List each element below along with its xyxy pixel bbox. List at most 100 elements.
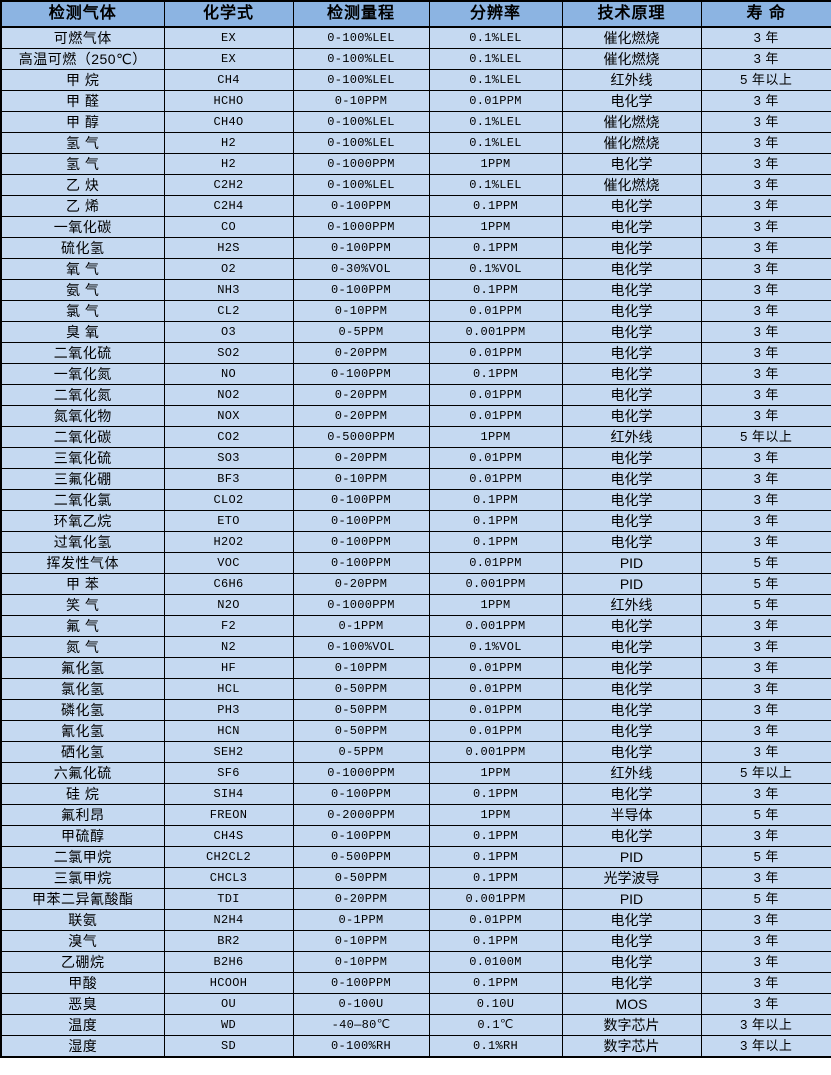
cell-chemical-formula: CO (163, 216, 294, 238)
table-row: 高温可燃（250℃） EX 0-100%LEL 0.1%LEL 催化燃烧 3 年 (0, 48, 831, 70)
cell-gas-name: 氯化氢 (0, 678, 165, 700)
table-row: 溴气 BR2 0-10PPM 0.1PPM 电化学 3 年 (0, 930, 831, 952)
cell-service-life: 3 年以上 (700, 1035, 831, 1058)
table-row: 氢 气 H2 0-100%LEL 0.1%LEL 催化燃烧 3 年 (0, 132, 831, 154)
cell-detection-range: 0-1PPM (292, 615, 430, 637)
cell-chemical-formula: C6H6 (163, 573, 294, 595)
table-row: 挥发性气体 VOC 0-100PPM 0.01PPM PID 5 年 (0, 552, 831, 574)
cell-technology-principle: 电化学 (561, 384, 702, 406)
cell-resolution: 0.1PPM (428, 195, 563, 217)
table-row: 恶臭 OU 0-100U 0.10U MOS 3 年 (0, 993, 831, 1015)
table-row: 环氧乙烷 ETO 0-100PPM 0.1PPM 电化学 3 年 (0, 510, 831, 532)
cell-resolution: 0.1PPM (428, 783, 563, 805)
cell-technology-principle: 电化学 (561, 636, 702, 658)
cell-resolution: 0.1%VOL (428, 636, 563, 658)
cell-service-life: 3 年 (700, 867, 831, 889)
cell-resolution: 0.1PPM (428, 825, 563, 847)
cell-technology-principle: 红外线 (561, 594, 702, 616)
cell-service-life: 3 年 (700, 384, 831, 406)
cell-resolution: 0.1%RH (428, 1035, 563, 1058)
cell-service-life: 3 年 (700, 363, 831, 385)
table-row: 乙硼烷 B2H6 0-10PPM 0.0100M 电化学 3 年 (0, 951, 831, 973)
table-row: 二氧化氮 NO2 0-20PPM 0.01PPM 电化学 3 年 (0, 384, 831, 406)
cell-service-life: 3 年 (700, 405, 831, 427)
cell-technology-principle: 电化学 (561, 825, 702, 847)
cell-service-life: 3 年 (700, 741, 831, 763)
cell-service-life: 3 年 (700, 678, 831, 700)
cell-detection-range: 0-100PPM (292, 783, 430, 805)
cell-technology-principle: 红外线 (561, 426, 702, 448)
cell-gas-name: 甲 苯 (0, 573, 165, 595)
cell-technology-principle: 电化学 (561, 258, 702, 280)
cell-chemical-formula: SO2 (163, 342, 294, 364)
cell-service-life: 3 年 (700, 26, 831, 49)
cell-resolution: 0.1℃ (428, 1014, 563, 1036)
table-row: 六氟化硫 SF6 0-1000PPM 1PPM 红外线 5 年以上 (0, 762, 831, 784)
cell-service-life: 5 年 (700, 594, 831, 616)
cell-detection-range: 0-2000PPM (292, 804, 430, 826)
cell-gas-name: 甲酸 (0, 972, 165, 994)
cell-chemical-formula: NO (163, 363, 294, 385)
cell-gas-name: 二氧化硫 (0, 342, 165, 364)
cell-resolution: 0.1%LEL (428, 26, 563, 49)
cell-detection-range: 0-100%LEL (292, 174, 430, 196)
cell-service-life: 3 年 (700, 279, 831, 301)
cell-gas-name: 二氯甲烷 (0, 846, 165, 868)
cell-technology-principle: 电化学 (561, 678, 702, 700)
cell-chemical-formula: BF3 (163, 468, 294, 490)
cell-resolution: 0.01PPM (428, 447, 563, 469)
cell-service-life: 5 年以上 (700, 426, 831, 448)
cell-chemical-formula: NH3 (163, 279, 294, 301)
table-row: 硒化氢 SEH2 0-5PPM 0.001PPM 电化学 3 年 (0, 741, 831, 763)
cell-service-life: 5 年以上 (700, 69, 831, 91)
cell-service-life: 3 年 (700, 825, 831, 847)
cell-detection-range: 0-20PPM (292, 384, 430, 406)
cell-chemical-formula: WD (163, 1014, 294, 1036)
cell-gas-name: 氨 气 (0, 279, 165, 301)
cell-service-life: 3 年 (700, 90, 831, 112)
cell-gas-name: 一氧化氮 (0, 363, 165, 385)
cell-resolution: 0.001PPM (428, 615, 563, 637)
cell-resolution: 1PPM (428, 216, 563, 238)
cell-service-life: 3 年 (700, 636, 831, 658)
cell-detection-range: 0-10PPM (292, 300, 430, 322)
cell-gas-name: 联氨 (0, 909, 165, 931)
cell-gas-name: 三氯甲烷 (0, 867, 165, 889)
cell-service-life: 3 年 (700, 510, 831, 532)
cell-service-life: 3 年 (700, 489, 831, 511)
cell-service-life: 5 年 (700, 573, 831, 595)
cell-chemical-formula: HCL (163, 678, 294, 700)
cell-gas-name: 臭 氧 (0, 321, 165, 343)
cell-chemical-formula: H2O2 (163, 531, 294, 553)
cell-resolution: 0.001PPM (428, 573, 563, 595)
cell-gas-name: 恶臭 (0, 993, 165, 1015)
cell-detection-range: 0-20PPM (292, 342, 430, 364)
cell-gas-name: 硒化氢 (0, 741, 165, 763)
cell-gas-name: 二氧化氯 (0, 489, 165, 511)
cell-chemical-formula: HCOOH (163, 972, 294, 994)
cell-gas-name: 氟化氢 (0, 657, 165, 679)
cell-chemical-formula: O3 (163, 321, 294, 343)
cell-gas-name: 湿度 (0, 1035, 165, 1058)
cell-detection-range: 0-50PPM (292, 867, 430, 889)
cell-chemical-formula: CL2 (163, 300, 294, 322)
cell-chemical-formula: CH2CL2 (163, 846, 294, 868)
table-row: 硅 烷 SIH4 0-100PPM 0.1PPM 电化学 3 年 (0, 783, 831, 805)
cell-service-life: 3 年 (700, 237, 831, 259)
cell-technology-principle: 电化学 (561, 951, 702, 973)
cell-chemical-formula: SEH2 (163, 741, 294, 763)
cell-resolution: 0.01PPM (428, 342, 563, 364)
cell-service-life: 3 年以上 (700, 1014, 831, 1036)
table-row: 湿度 SD 0-100%RH 0.1%RH 数字芯片 3 年以上 (0, 1035, 831, 1058)
cell-gas-name: 氢 气 (0, 132, 165, 154)
cell-detection-range: 0-5PPM (292, 741, 430, 763)
cell-detection-range: 0-1000PPM (292, 594, 430, 616)
cell-detection-range: 0-100PPM (292, 972, 430, 994)
cell-technology-principle: 红外线 (561, 762, 702, 784)
cell-gas-name: 氧 气 (0, 258, 165, 280)
cell-technology-principle: 电化学 (561, 216, 702, 238)
cell-service-life: 3 年 (700, 615, 831, 637)
cell-service-life: 3 年 (700, 153, 831, 175)
cell-technology-principle: 催化燃烧 (561, 26, 702, 49)
cell-technology-principle: 电化学 (561, 489, 702, 511)
